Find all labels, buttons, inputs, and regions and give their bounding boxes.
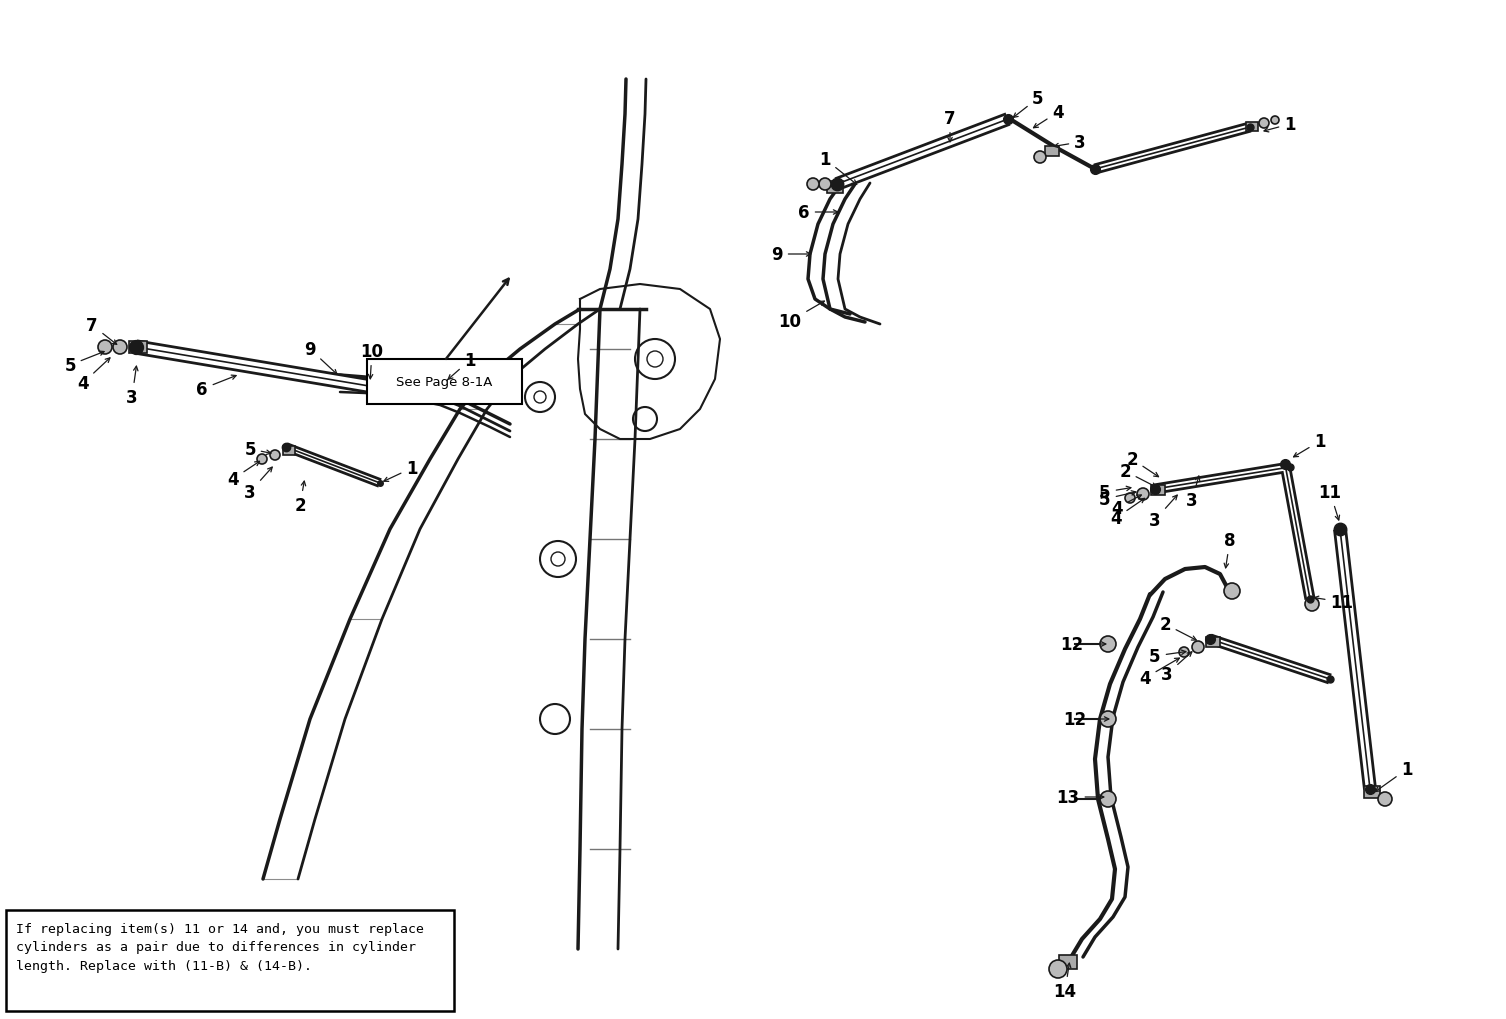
Bar bbox=[1206, 637, 1220, 647]
Text: 5: 5 bbox=[1099, 484, 1131, 501]
Text: 2: 2 bbox=[1160, 615, 1196, 641]
Bar bbox=[1245, 122, 1258, 131]
Text: 8: 8 bbox=[1224, 532, 1236, 569]
FancyBboxPatch shape bbox=[367, 360, 521, 405]
Text: 3: 3 bbox=[1187, 477, 1200, 510]
Text: 13: 13 bbox=[1056, 789, 1104, 806]
Text: 1: 1 bbox=[1264, 116, 1295, 133]
Text: 4: 4 bbox=[77, 359, 110, 392]
Circle shape bbox=[807, 178, 819, 191]
Text: 2: 2 bbox=[1119, 463, 1157, 488]
Text: 5: 5 bbox=[1014, 90, 1044, 118]
Circle shape bbox=[1224, 584, 1239, 599]
Text: 7: 7 bbox=[944, 110, 956, 143]
Text: 6: 6 bbox=[798, 204, 837, 222]
Text: 5: 5 bbox=[65, 352, 104, 375]
Text: 4: 4 bbox=[1139, 658, 1179, 688]
Circle shape bbox=[270, 450, 280, 461]
Bar bbox=[283, 446, 295, 455]
Text: 2: 2 bbox=[1126, 450, 1158, 477]
Bar bbox=[130, 341, 148, 354]
Text: 12: 12 bbox=[1063, 710, 1108, 729]
Text: 5: 5 bbox=[244, 440, 271, 459]
Circle shape bbox=[98, 340, 111, 355]
Circle shape bbox=[1035, 152, 1047, 164]
Text: 4: 4 bbox=[227, 462, 259, 488]
Circle shape bbox=[258, 454, 267, 465]
Text: 1: 1 bbox=[384, 460, 417, 482]
Text: 3: 3 bbox=[1054, 133, 1086, 152]
Circle shape bbox=[1050, 960, 1066, 978]
Circle shape bbox=[1137, 488, 1149, 500]
Circle shape bbox=[441, 375, 458, 390]
Text: 4: 4 bbox=[1111, 495, 1142, 518]
Text: 9: 9 bbox=[304, 340, 337, 375]
Text: If replacing item(s) 11 or 14 and, you must replace
cylinders as a pair due to d: If replacing item(s) 11 or 14 and, you m… bbox=[15, 922, 423, 972]
Text: 12: 12 bbox=[1060, 636, 1105, 653]
Bar bbox=[1045, 147, 1059, 157]
Bar bbox=[1151, 485, 1166, 495]
Circle shape bbox=[1125, 493, 1136, 503]
Text: See Page 8-1A: See Page 8-1A bbox=[396, 376, 492, 388]
Text: 1: 1 bbox=[819, 151, 857, 185]
Circle shape bbox=[1179, 647, 1190, 657]
Bar bbox=[827, 181, 843, 194]
Circle shape bbox=[1259, 119, 1270, 128]
Text: 10: 10 bbox=[779, 302, 824, 331]
Text: 3: 3 bbox=[244, 468, 273, 501]
Bar bbox=[1364, 787, 1379, 798]
Text: 11: 11 bbox=[1318, 484, 1342, 521]
Circle shape bbox=[1099, 791, 1116, 807]
FancyBboxPatch shape bbox=[6, 910, 453, 1011]
Text: 11: 11 bbox=[1315, 593, 1354, 611]
Text: 1: 1 bbox=[1375, 760, 1413, 792]
Circle shape bbox=[1099, 711, 1116, 728]
Text: 4: 4 bbox=[1110, 499, 1145, 528]
Circle shape bbox=[819, 178, 831, 191]
Text: 10: 10 bbox=[360, 342, 384, 379]
Circle shape bbox=[1099, 637, 1116, 652]
Text: 5: 5 bbox=[1099, 490, 1136, 508]
Text: 5: 5 bbox=[1149, 647, 1185, 665]
Text: 4: 4 bbox=[1033, 104, 1063, 128]
Circle shape bbox=[1271, 117, 1279, 125]
Text: 1: 1 bbox=[1294, 433, 1325, 458]
Text: 14: 14 bbox=[1053, 963, 1077, 1000]
Text: 7: 7 bbox=[86, 317, 117, 345]
Circle shape bbox=[1378, 792, 1392, 806]
Text: 6: 6 bbox=[196, 376, 236, 398]
Circle shape bbox=[113, 340, 127, 355]
Text: 1: 1 bbox=[449, 352, 476, 380]
Bar bbox=[1059, 955, 1077, 969]
Circle shape bbox=[1193, 641, 1203, 653]
Circle shape bbox=[1306, 597, 1319, 611]
Text: 9: 9 bbox=[771, 246, 810, 264]
Text: 3: 3 bbox=[1149, 495, 1178, 530]
Text: 3: 3 bbox=[127, 367, 139, 407]
Text: 2: 2 bbox=[294, 482, 306, 515]
Text: 3: 3 bbox=[1161, 652, 1191, 684]
